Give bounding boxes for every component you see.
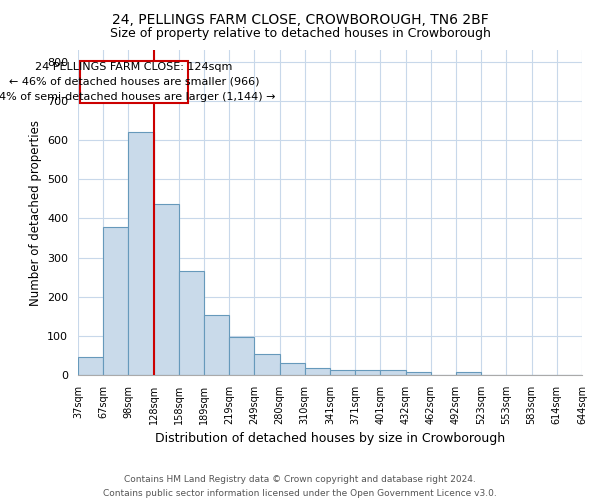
Bar bbox=[330, 370, 355, 375]
Text: Contains HM Land Registry data © Crown copyright and database right 2024.
Contai: Contains HM Land Registry data © Crown c… bbox=[103, 476, 497, 498]
Bar bbox=[103, 226, 128, 375]
Text: Size of property relative to detached houses in Crowborough: Size of property relative to detached ho… bbox=[110, 28, 490, 40]
Bar bbox=[406, 372, 431, 375]
Text: 24, PELLINGS FARM CLOSE, CROWBOROUGH, TN6 2BF: 24, PELLINGS FARM CLOSE, CROWBOROUGH, TN… bbox=[112, 12, 488, 26]
FancyBboxPatch shape bbox=[80, 60, 188, 103]
X-axis label: Distribution of detached houses by size in Crowborough: Distribution of detached houses by size … bbox=[155, 432, 505, 446]
Y-axis label: Number of detached properties: Number of detached properties bbox=[29, 120, 41, 306]
Bar bbox=[154, 204, 179, 375]
Bar bbox=[456, 372, 481, 375]
Bar bbox=[128, 132, 154, 375]
Bar bbox=[204, 314, 229, 375]
Bar bbox=[254, 354, 280, 375]
Bar bbox=[229, 338, 254, 375]
Bar bbox=[179, 271, 204, 375]
Bar bbox=[380, 370, 406, 375]
Bar bbox=[280, 364, 305, 375]
Bar bbox=[355, 370, 380, 375]
Bar bbox=[305, 368, 330, 375]
Text: 24 PELLINGS FARM CLOSE: 124sqm
← 46% of detached houses are smaller (966)
54% of: 24 PELLINGS FARM CLOSE: 124sqm ← 46% of … bbox=[0, 62, 275, 102]
Bar bbox=[78, 357, 103, 375]
